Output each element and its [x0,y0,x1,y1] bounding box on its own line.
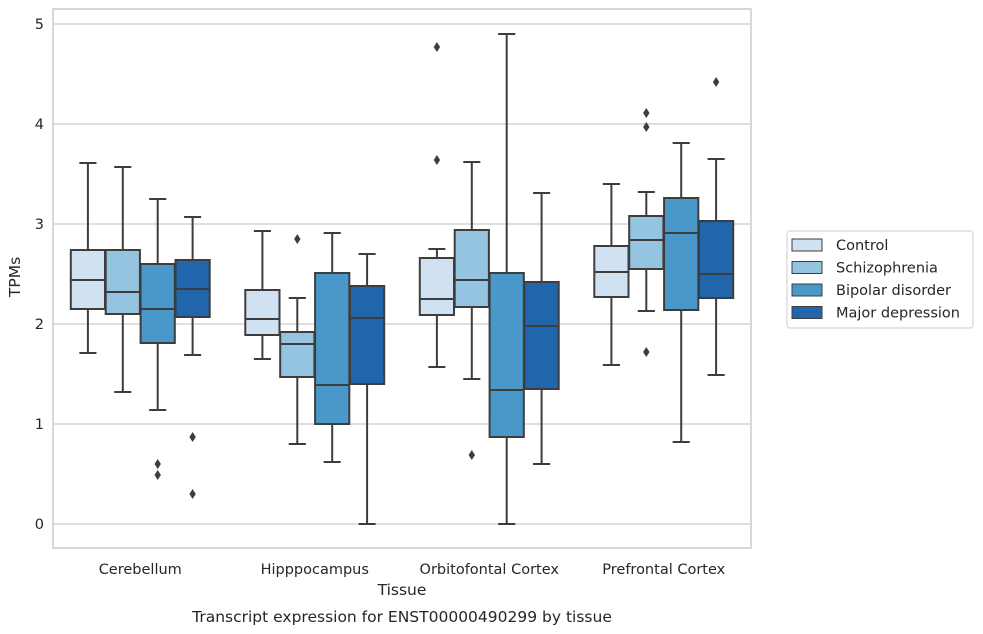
legend-frame [786,230,974,329]
outlier-point [643,122,650,132]
box-body [697,220,735,299]
legend: Control Schizophrenia Bipolar disorder Majo… [786,230,974,329]
outlier-point [643,347,650,357]
series-major-depression [174,77,735,525]
legend-label: Control [836,238,888,254]
legend-label: Major depression [836,306,960,322]
box-body [453,229,490,308]
legend-label: Bipolar disorder [836,283,951,299]
series-control [69,42,630,368]
plot-frame [52,8,752,549]
series-bipolar-disorder [139,33,700,525]
y-tick-label: 4 [35,117,44,133]
box-body [488,272,525,438]
chart-caption: Transcript expression for ENST0000049029… [191,608,612,626]
legend-swatch [791,306,823,319]
outlier-point [154,470,161,480]
outlier-point [154,459,161,469]
outlier-point [189,432,196,442]
box [244,230,281,360]
box [418,42,456,368]
y-axis-ticks: 0 1 2 3 4 5 [35,17,44,533]
outlier-point [712,77,720,87]
outlier-point [189,489,196,499]
y-tick-label: 3 [35,217,44,233]
x-tick-label: Orbitofontal Cortex [420,562,560,578]
box [279,234,316,445]
y-tick-label: 2 [35,317,44,333]
box-body [418,257,456,316]
y-axis-title: TPMs [6,257,24,298]
box-body [348,285,386,385]
y-tick-label: 0 [35,517,44,533]
x-tick-label: Hipppocampus [261,562,369,578]
box-body [244,289,281,336]
box-body [279,331,316,378]
x-tick-label: Prefrontal Cortex [602,562,725,578]
outlier-point [433,155,441,165]
box [348,253,386,525]
box [628,108,665,357]
outlier-point [468,450,475,460]
series-schizophrenia [104,108,665,460]
outlier-point [294,234,301,244]
box [174,216,211,499]
box [488,33,525,525]
box-series [69,33,735,525]
box-body [628,215,665,270]
legend-label: Schizophrenia [836,261,938,277]
legend-swatch [791,283,823,297]
box [663,142,700,443]
box-body [523,281,560,390]
x-axis-title: Tissue [377,581,427,599]
box [593,183,630,366]
box-body [139,263,176,344]
x-tick-label: Cerebellum [99,562,182,578]
box [314,232,351,463]
box-body [104,249,141,315]
x-axis-ticks: Cerebellum Hipppocampus Orbitofontal Corte… [99,562,726,578]
legend-swatch [791,238,823,252]
box [697,77,735,376]
legend-swatch [791,261,823,274]
outlier-point [433,42,441,52]
box [139,198,176,480]
box-body [663,197,700,311]
y-tick-label: 1 [35,417,44,433]
y-tick-label: 5 [35,17,44,33]
box [104,166,141,393]
box-body [314,272,351,425]
box [453,161,490,460]
outlier-point [643,108,650,118]
box [523,192,560,465]
